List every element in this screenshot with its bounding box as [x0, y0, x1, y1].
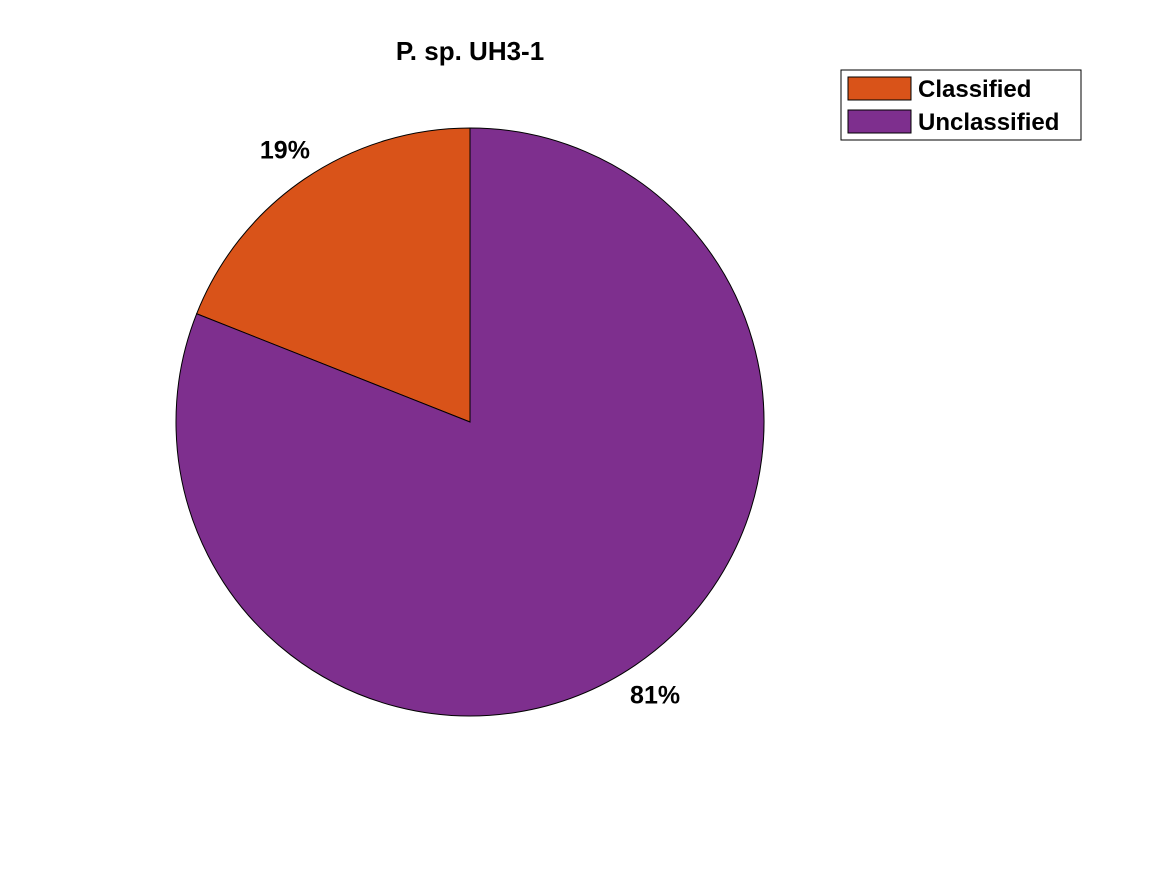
- legend-label-unclassified: Unclassified: [918, 109, 1059, 136]
- legend-swatch-unclassified: [847, 109, 912, 134]
- chart-title: P. sp. UH3-1: [396, 36, 544, 66]
- pie-slice-unclassified: [175, 127, 765, 717]
- pie: [175, 127, 765, 717]
- pie-label-classified: 19%: [260, 137, 310, 165]
- pie-label-unclassified: 81%: [630, 681, 680, 709]
- pie-slice-classified: [195, 127, 471, 423]
- pie-labels: 19% 81%: [260, 137, 680, 710]
- legend: Classified Unclassified: [840, 69, 1082, 141]
- legend-swatch-classified: [847, 76, 912, 101]
- legend-label-classified: Classified: [918, 76, 1031, 103]
